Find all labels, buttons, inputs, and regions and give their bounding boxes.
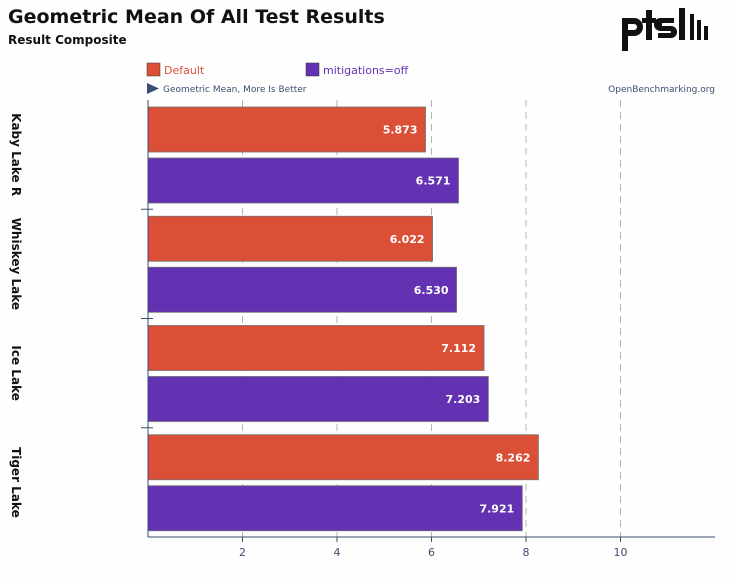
direction-note: Geometric Mean, More Is Better (163, 85, 307, 95)
bar-value-label: 6.571 (416, 175, 451, 188)
category-label: Whiskey Lake (9, 218, 23, 310)
bar-value-label: 7.921 (479, 502, 514, 515)
category-label: Kaby Lake R (9, 113, 23, 196)
bar (147, 376, 489, 422)
bar (147, 215, 433, 262)
source-label: OpenBenchmarking.org (608, 85, 715, 95)
axes: 2 4 6 8 10 Kaby Lake R Whiskey Lake Ice Lake Tig… (9, 100, 715, 559)
x-tick-label: 4 (334, 546, 341, 559)
legend-swatch-mitigations (305, 62, 320, 77)
direction-arrow-icon (147, 83, 159, 94)
bar-value-label: 8.262 (496, 451, 531, 464)
bar-value-label: 6.530 (414, 284, 449, 297)
bar (147, 434, 539, 481)
bar (147, 266, 457, 313)
bar (147, 485, 523, 532)
bar-value-label: 5.873 (383, 124, 418, 137)
legend-label-mitigations: mitigations=off (323, 64, 409, 77)
bar (147, 325, 485, 371)
pts-logo (622, 8, 708, 51)
chart-subtitle: Result Composite (8, 33, 127, 47)
bar-value-label: 7.203 (446, 393, 481, 406)
category-label: Tiger Lake (9, 447, 23, 518)
bar (147, 106, 426, 153)
bars: 5.873 6.571 6.022 6.530 7.112 7.203 8.262 7.921 (147, 106, 539, 532)
legend-swatch-default (146, 62, 161, 77)
x-tick-label: 6 (428, 546, 435, 559)
chart-title: Geometric Mean Of All Test Results (8, 6, 385, 28)
x-tick-label: 10 (614, 546, 628, 559)
bar-value-label: 7.112 (441, 342, 476, 355)
bar (147, 157, 459, 204)
x-tick-label: 8 (523, 546, 530, 559)
bar-value-label: 6.022 (390, 233, 425, 246)
x-tick-label: 2 (239, 546, 246, 559)
category-label: Ice Lake (9, 345, 23, 400)
legend: Default mitigations=off (146, 62, 409, 77)
legend-label-default: Default (164, 64, 205, 77)
